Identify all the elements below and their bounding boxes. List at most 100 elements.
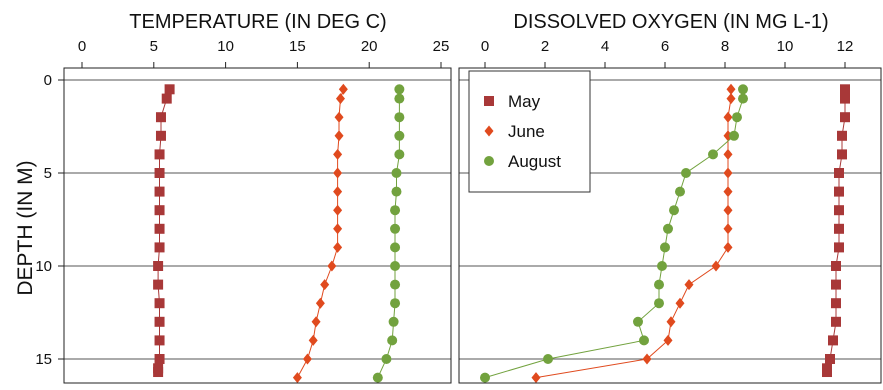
temperature-point-may-9 (154, 242, 165, 253)
oxygen-x-tick-label-8: 8 (721, 38, 729, 55)
temperature-point-august-1 (394, 93, 405, 104)
temperature-point-june-2 (334, 111, 344, 123)
temperature-point-august-13 (388, 316, 399, 327)
legend-marker-august (484, 156, 494, 166)
temperature-x-ticks: 0 5 10 15 20 25 (78, 38, 450, 68)
temperature-point-may-0 (164, 84, 175, 95)
temperature-x-tick-label-20: 20 (361, 38, 378, 55)
temperature-point-may-17 (153, 367, 164, 378)
temperature-point-june-7 (333, 204, 343, 216)
temperature-point-june-9 (333, 241, 343, 253)
temperature-point-may-8 (154, 223, 165, 234)
temperature-point-june-16 (292, 372, 302, 384)
oxygen-point-may-0 (840, 84, 850, 95)
oxygen-point-june-14 (663, 334, 673, 346)
temperature-x-tick-label-25: 25 (433, 38, 450, 55)
temperature-point-may-14 (154, 335, 165, 346)
oxygen-point-june-0 (726, 83, 736, 95)
temperature-point-june-15 (302, 353, 312, 365)
oxygen-point-august-14 (639, 335, 649, 346)
oxygen-point-august-12 (654, 298, 664, 309)
oxygen-point-august-13 (633, 316, 643, 327)
oxygen-point-may-3 (837, 130, 847, 141)
temperature-point-may-3 (155, 130, 166, 141)
oxygen-point-august-6 (675, 186, 685, 197)
temperature-plot-frame (63, 67, 452, 384)
oxygen-point-june-15 (642, 353, 652, 365)
oxygen-point-may-7 (834, 205, 844, 216)
oxygen-point-june-6 (723, 186, 733, 198)
oxygen-point-may-9 (834, 242, 844, 253)
oxygen-point-may-17 (822, 367, 832, 378)
depth-tick-label-10: 10 (35, 258, 52, 275)
oxygen-point-may-1 (840, 93, 850, 104)
oxygen-point-may-2 (840, 112, 850, 123)
oxygen-point-august-3 (729, 130, 739, 141)
temperature-point-august-5 (391, 168, 402, 178)
temperature-point-may-7 (154, 205, 165, 216)
oxygen-point-june-13 (666, 316, 676, 328)
depth-tick-label-0: 0 (44, 72, 52, 89)
oxygen-point-august-8 (663, 223, 673, 234)
oxygen-x-tick-label-12: 12 (837, 38, 854, 55)
temperature-series-may (153, 84, 175, 378)
temperature-point-august-15 (381, 354, 392, 364)
oxygen-point-august-1 (738, 93, 748, 104)
oxygen-point-may-11 (831, 279, 841, 290)
temperature-point-august-10 (390, 261, 401, 271)
oxygen-point-may-6 (834, 186, 844, 197)
temperature-point-may-11 (153, 279, 164, 290)
depth-tick-labels: 0 5 10 15 (35, 72, 64, 368)
temperature-point-june-10 (327, 260, 337, 272)
temperature-point-august-0 (394, 84, 405, 95)
temperature-point-june-3 (334, 130, 344, 142)
oxygen-point-august-11 (654, 279, 664, 290)
oxygen-point-june-12 (675, 297, 685, 309)
oxygen-point-august-9 (660, 242, 670, 253)
temperature-point-august-6 (391, 186, 402, 197)
temperature-point-may-1 (161, 93, 172, 104)
oxygen-point-june-5 (723, 167, 733, 179)
oxygen-x-tick-label-2: 2 (541, 38, 549, 55)
temperature-panel: TEMPERATURE (IN DEG C) 0 5 10 15 20 25 0 5 10 15 (35, 11, 452, 384)
temperature-point-june-6 (333, 186, 343, 198)
temperature-point-august-9 (390, 242, 401, 253)
temperature-point-may-5 (154, 168, 165, 178)
temperature-point-august-11 (390, 279, 401, 290)
temperature-point-may-6 (154, 186, 165, 197)
temperature-point-may-2 (155, 112, 166, 123)
oxygen-point-may-5 (834, 168, 844, 178)
oxygen-point-august-2 (732, 112, 742, 123)
depth-tick-label-5: 5 (44, 165, 52, 182)
oxygen-point-may-4 (837, 149, 847, 160)
oxygen-x-tick-label-6: 6 (661, 38, 669, 55)
oxygen-point-may-14 (828, 335, 838, 346)
legend-marker-may (484, 96, 494, 106)
temperature-series-june (292, 83, 348, 384)
temperature-point-may-10 (153, 261, 164, 271)
temperature-series-august (372, 84, 405, 383)
oxygen-point-august-15 (543, 354, 553, 364)
temperature-point-june-5 (333, 167, 343, 179)
legend-label-august: August (508, 152, 561, 171)
oxygen-point-june-16 (531, 372, 541, 384)
oxygen-point-may-13 (831, 316, 841, 327)
oxygen-point-june-9 (723, 241, 733, 253)
oxygen-x-ticks: 0 2 4 6 8 10 12 (481, 38, 854, 68)
oxygen-series-august (480, 84, 748, 383)
temperature-point-august-16 (372, 372, 383, 383)
oxygen-point-june-10 (711, 260, 721, 272)
oxygen-point-june-4 (723, 148, 733, 160)
temperature-point-june-12 (315, 297, 325, 309)
temperature-x-tick-label-0: 0 (78, 38, 86, 55)
temperature-point-august-7 (390, 205, 401, 216)
temperature-point-august-4 (394, 149, 405, 160)
oxygen-x-tick-label-0: 0 (481, 38, 489, 55)
oxygen-series-june (531, 83, 736, 384)
temperature-point-august-12 (390, 298, 401, 309)
oxygen-point-august-5 (681, 168, 691, 178)
temperature-point-may-13 (154, 316, 165, 327)
